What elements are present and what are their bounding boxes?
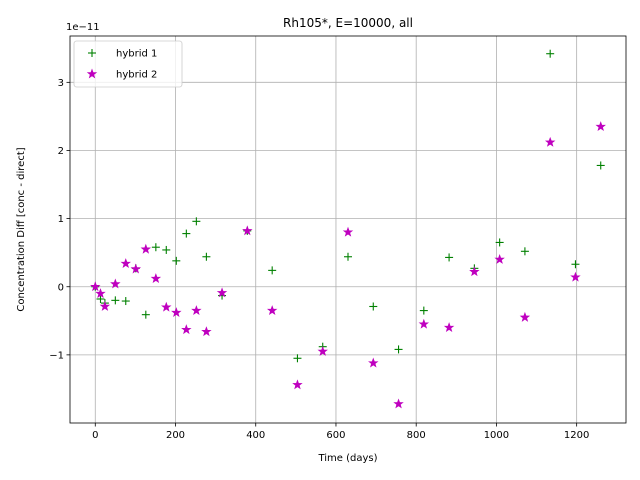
y-tick-label: 1 xyxy=(58,214,64,225)
data-point xyxy=(596,161,605,170)
data-point xyxy=(571,260,580,269)
legend-item: hybrid 1 xyxy=(88,49,157,60)
data-point xyxy=(151,243,160,252)
legend-label: hybrid 2 xyxy=(116,70,157,81)
series-hybrid-1 xyxy=(91,49,605,363)
data-point xyxy=(418,318,430,329)
data-point xyxy=(368,357,379,368)
data-point xyxy=(317,345,328,356)
data-point xyxy=(216,287,228,298)
legend-marker xyxy=(86,68,98,79)
axis-ticks: 0 200 400 600 800 1000 1200 −1 0 1 2 3 xyxy=(49,78,589,441)
data-point xyxy=(266,305,278,316)
data-point xyxy=(140,243,152,254)
data-point xyxy=(344,252,352,261)
data-point xyxy=(141,310,150,319)
data-point xyxy=(268,266,277,275)
data-point xyxy=(182,229,191,238)
data-point xyxy=(342,226,354,237)
legend: hybrid 1 hybrid 2 xyxy=(73,40,183,88)
data-point xyxy=(161,301,172,312)
data-point xyxy=(150,273,162,283)
x-tick-label: 400 xyxy=(246,430,265,441)
data-point xyxy=(443,322,455,333)
y-tick-label: 0 xyxy=(58,282,64,293)
y-axis-label: Concentration Diff [conc - direct] xyxy=(16,147,27,311)
data-point xyxy=(369,302,378,311)
x-axis-label: Time (days) xyxy=(317,453,377,464)
y-tick-label: −1 xyxy=(49,350,64,361)
plot-frame xyxy=(69,35,627,424)
data-point xyxy=(110,278,121,289)
x-tick-label: 800 xyxy=(407,430,426,441)
data-point xyxy=(191,305,202,316)
data-point xyxy=(394,345,403,354)
legend-label: hybrid 1 xyxy=(116,49,157,60)
data-point xyxy=(419,306,428,315)
data-point xyxy=(90,281,101,292)
data-point xyxy=(595,121,606,132)
data-point xyxy=(520,247,529,256)
data-point xyxy=(201,326,212,337)
data-point xyxy=(546,49,555,58)
legend-box xyxy=(73,40,183,88)
y-axis-offset-label: 1e−11 xyxy=(66,22,100,33)
data-point xyxy=(202,252,211,261)
data-point xyxy=(393,398,404,409)
data-points xyxy=(90,49,606,409)
data-point xyxy=(130,263,141,274)
data-point xyxy=(570,271,581,282)
y-tick-label: 2 xyxy=(58,146,64,157)
data-point xyxy=(242,225,253,236)
data-point xyxy=(519,311,531,322)
data-point xyxy=(445,253,454,262)
data-point xyxy=(121,297,130,306)
y-tick-label: 3 xyxy=(58,78,64,89)
data-point xyxy=(494,254,505,264)
chart-title: Rh105*, E=10000, all xyxy=(283,16,413,30)
data-point xyxy=(292,379,303,390)
x-tick-label: 1200 xyxy=(564,430,589,441)
data-point xyxy=(120,258,131,268)
data-point xyxy=(293,354,302,363)
data-point xyxy=(495,238,504,247)
data-point xyxy=(95,288,106,298)
data-point xyxy=(162,245,171,254)
legend-item: hybrid 2 xyxy=(86,68,157,81)
data-point xyxy=(96,294,105,303)
data-point xyxy=(469,266,480,277)
data-point xyxy=(181,324,192,335)
x-tick-label: 600 xyxy=(326,430,345,441)
legend-marker xyxy=(88,49,96,57)
x-tick-label: 0 xyxy=(92,430,98,441)
data-point xyxy=(172,256,181,265)
data-point xyxy=(99,301,111,311)
data-point xyxy=(111,296,120,305)
x-tick-label: 1000 xyxy=(484,430,509,441)
data-point xyxy=(192,217,201,226)
data-point xyxy=(544,136,556,147)
data-point xyxy=(171,307,182,318)
series-hybrid-2 xyxy=(90,121,606,409)
x-tick-label: 200 xyxy=(166,430,185,441)
